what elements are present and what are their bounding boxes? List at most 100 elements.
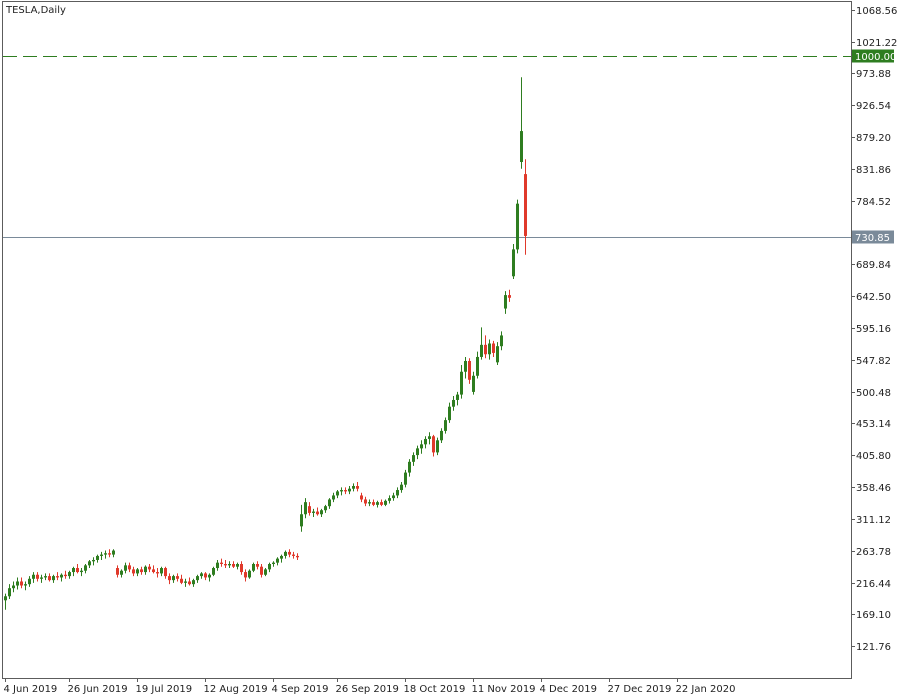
candle <box>240 561 243 575</box>
candle <box>12 581 15 593</box>
candle-body <box>328 499 331 507</box>
candle <box>168 573 171 585</box>
candle <box>508 289 511 302</box>
y-tick-label: 879.20 <box>856 133 891 144</box>
candle <box>516 199 519 254</box>
candle-body <box>340 490 343 492</box>
candle-body <box>188 581 191 585</box>
candle <box>504 291 507 314</box>
candle-body <box>220 562 223 564</box>
candle <box>408 459 411 477</box>
candle-body <box>156 572 159 574</box>
candle-body <box>388 498 391 501</box>
candle-body <box>44 576 47 578</box>
candle <box>56 572 59 581</box>
candle-body <box>128 565 131 570</box>
candle <box>500 331 503 351</box>
candle <box>172 574 175 583</box>
candle <box>384 499 387 507</box>
candle-body <box>180 578 183 583</box>
candle <box>392 492 395 501</box>
candle-body <box>504 295 507 309</box>
candle <box>520 77 523 169</box>
y-tick-label: 831.86 <box>856 165 891 176</box>
candle-body <box>424 438 427 445</box>
candle-body <box>216 562 219 569</box>
candle-body <box>56 576 59 578</box>
candle-body <box>100 554 103 556</box>
candle-body <box>64 574 67 577</box>
x-tick-label: 26 Jun 2019 <box>68 684 128 695</box>
candle <box>404 469 407 488</box>
candle <box>28 576 31 587</box>
candle <box>160 566 163 577</box>
price-level-label: 1000.00 <box>855 52 896 63</box>
candle <box>456 391 459 406</box>
candle-body <box>284 551 287 556</box>
candle-body <box>400 484 403 491</box>
candle <box>340 487 343 496</box>
plot-area-border <box>2 1 852 679</box>
candle-body <box>344 490 347 492</box>
candle-body <box>300 514 303 527</box>
candle <box>92 557 95 566</box>
candle <box>352 483 355 492</box>
candle-body <box>520 131 523 162</box>
candle-body <box>460 371 463 395</box>
candle-body <box>20 581 23 586</box>
candle <box>52 574 55 583</box>
candle-body <box>164 568 167 577</box>
candle <box>440 428 443 443</box>
candle-body <box>288 551 291 555</box>
price-level-tag <box>852 230 894 244</box>
candle-body <box>140 569 143 573</box>
candle-body <box>384 500 387 505</box>
candle <box>36 572 39 582</box>
candle-body <box>484 344 487 355</box>
candle-body <box>80 570 83 573</box>
candle-body <box>476 356 479 376</box>
candle <box>244 569 247 582</box>
candle <box>496 342 499 366</box>
y-tick-label: 405.80 <box>856 451 891 462</box>
candle-body <box>356 486 359 489</box>
candle <box>184 578 187 587</box>
candle-body <box>416 448 419 456</box>
candle-body <box>452 399 455 407</box>
candle-body <box>192 580 195 585</box>
candle <box>308 502 311 516</box>
candle <box>200 572 203 579</box>
candle-body <box>212 568 215 575</box>
candle <box>272 561 275 567</box>
candle-body <box>200 573 203 577</box>
candle <box>152 565 155 574</box>
candle-body <box>176 576 179 579</box>
candle <box>332 492 335 503</box>
candle-body <box>420 444 423 449</box>
y-tick-label: 358.46 <box>856 483 891 494</box>
candle-body <box>508 295 511 298</box>
candle <box>304 498 307 519</box>
candle <box>132 566 135 577</box>
candle <box>232 561 235 569</box>
candle <box>16 577 19 590</box>
candle <box>204 572 207 581</box>
candle <box>40 574 43 583</box>
candle <box>476 351 479 379</box>
candle <box>464 356 467 379</box>
candle <box>512 244 515 279</box>
candle-body <box>4 596 7 601</box>
candle-body <box>116 568 119 575</box>
candle <box>24 581 27 591</box>
candle-body <box>252 564 255 571</box>
candle-body <box>392 495 395 499</box>
candle-body <box>196 576 199 581</box>
candle <box>316 507 319 516</box>
candle-body <box>320 510 323 515</box>
candle-body <box>352 486 355 489</box>
candle <box>84 564 87 574</box>
candle-body <box>448 406 451 421</box>
candle-body <box>264 569 267 575</box>
